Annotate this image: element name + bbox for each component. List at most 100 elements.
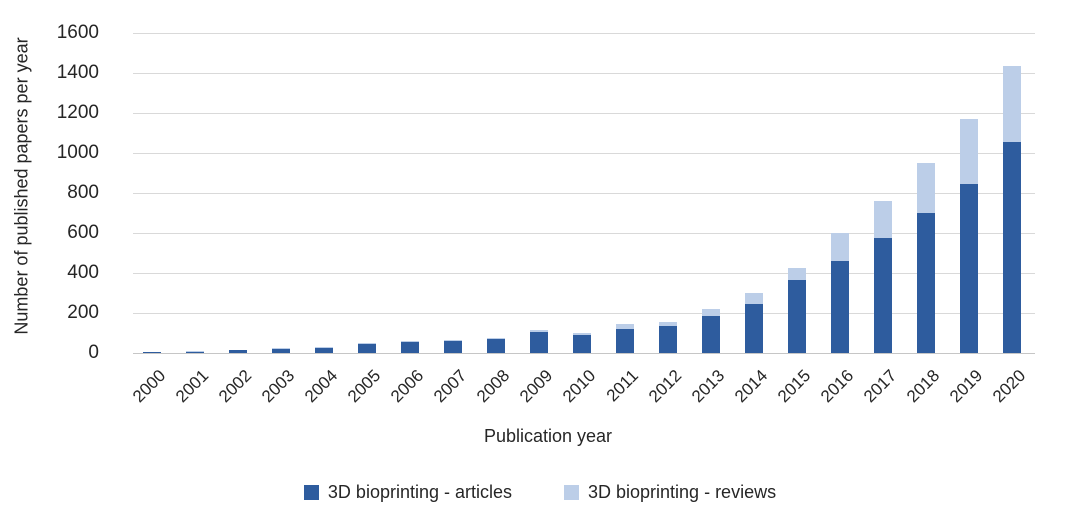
y-tick-label-600: 600 <box>67 222 99 243</box>
x-tick-label-2017: 2017 <box>860 366 901 407</box>
legend-item-reviews: 3D bioprinting - reviews <box>564 482 776 503</box>
x-tick-label-2007: 2007 <box>430 366 471 407</box>
gridline-200 <box>133 313 1035 314</box>
bar-2018-segment-reviews <box>917 163 935 213</box>
gridline-800 <box>133 193 1035 194</box>
gridline-0 <box>133 353 1035 354</box>
legend-label-articles: 3D bioprinting - articles <box>327 482 512 502</box>
x-tick-label-2000: 2000 <box>129 366 170 407</box>
x-tick-label-2011: 2011 <box>603 366 643 406</box>
plot-area <box>133 33 1035 354</box>
bar-2014-segment-articles <box>745 304 763 353</box>
bar-2009-segment-reviews <box>530 330 548 332</box>
bar-2016 <box>831 233 849 353</box>
bar-2018 <box>917 163 935 353</box>
legend: 3D bioprinting - articles 3D bioprinting… <box>0 482 1080 503</box>
gridline-400 <box>133 273 1035 274</box>
bar-2002-segment-articles <box>229 350 247 353</box>
bar-2013 <box>702 309 720 353</box>
gridline-1000 <box>133 153 1035 154</box>
x-tick-label-2010: 2010 <box>559 366 600 407</box>
bar-2013-segment-reviews <box>702 309 720 316</box>
bar-2004 <box>315 347 333 353</box>
x-tick-label-2002: 2002 <box>215 366 256 407</box>
bar-2019-segment-reviews <box>960 119 978 184</box>
bar-2017-segment-articles <box>874 238 892 353</box>
bar-2019 <box>960 119 978 353</box>
bar-2017-segment-reviews <box>874 201 892 238</box>
gridline-1400 <box>133 73 1035 74</box>
x-axis-tick-labels: 2000 2001 2002 2003 2004 2005 2006 2007 2008 2009… <box>129 358 1035 418</box>
y-axis-tick-labels: 0 200 400 600 800 1000 1200 1400 1600 <box>0 23 113 363</box>
bar-2011-segment-reviews <box>616 324 634 330</box>
x-tick-label-2015: 2015 <box>774 366 815 407</box>
bar-2020-segment-reviews <box>1003 66 1021 142</box>
bar-2015-segment-articles <box>788 280 806 353</box>
bar-2004-segment-articles <box>315 347 333 353</box>
bar-2007-segment-articles <box>444 341 462 353</box>
y-tick-label-400: 400 <box>67 262 99 283</box>
bar-2009 <box>530 330 548 353</box>
x-tick-label-2004: 2004 <box>301 366 342 407</box>
bar-2005-segment-reviews <box>358 343 376 344</box>
bar-2012-segment-reviews <box>659 322 677 326</box>
bar-2000-segment-articles <box>143 352 161 353</box>
x-tick-label-2003: 2003 <box>258 366 299 407</box>
bar-2005 <box>358 343 376 353</box>
bar-2010-segment-articles <box>573 334 591 353</box>
bar-2018-segment-articles <box>917 213 935 353</box>
x-tick-label-2012: 2012 <box>645 366 686 407</box>
y-tick-label-1400: 1400 <box>56 62 99 83</box>
y-tick-label-200: 200 <box>67 302 99 323</box>
x-tick-label-2019: 2019 <box>946 366 987 407</box>
bar-2011 <box>616 324 634 353</box>
bar-2002 <box>229 349 247 353</box>
bar-2004-segment-reviews <box>315 347 333 348</box>
x-tick-label-2018: 2018 <box>903 366 944 407</box>
x-tick-label-2020: 2020 <box>989 366 1030 407</box>
bar-2016-segment-reviews <box>831 233 849 261</box>
x-tick-label-2006: 2006 <box>387 366 428 407</box>
legend-label-reviews: 3D bioprinting - reviews <box>588 482 777 502</box>
bar-2008-segment-reviews <box>487 338 505 340</box>
bar-2006 <box>401 341 419 353</box>
x-tick-label-2016: 2016 <box>817 366 858 407</box>
bar-2001-segment-articles <box>186 351 204 353</box>
bar-2003-segment-reviews <box>272 348 290 349</box>
bar-2012 <box>659 322 677 353</box>
bar-2010 <box>573 333 591 353</box>
bar-2003-segment-articles <box>272 349 290 353</box>
legend-item-articles: 3D bioprinting - articles <box>303 482 512 503</box>
bar-2008-segment-articles <box>487 339 505 353</box>
bar-2020 <box>1003 66 1021 353</box>
y-tick-label-0: 0 <box>88 342 99 363</box>
y-tick-label-1600: 1600 <box>56 22 99 43</box>
bar-2006-segment-articles <box>401 342 419 353</box>
gridline-1600 <box>133 33 1035 34</box>
bar-2011-segment-articles <box>616 329 634 353</box>
bar-2015 <box>788 268 806 353</box>
bar-2017 <box>874 201 892 353</box>
x-tick-label-2014: 2014 <box>731 366 772 407</box>
bar-2008 <box>487 338 505 353</box>
bar-2014-segment-reviews <box>745 293 763 304</box>
bar-2016-segment-articles <box>831 261 849 353</box>
bar-2007 <box>444 340 462 353</box>
bar-2005-segment-articles <box>358 344 376 353</box>
bar-2012-segment-articles <box>659 326 677 353</box>
bar-2013-segment-articles <box>702 316 720 353</box>
bar-2003 <box>272 348 290 353</box>
y-tick-label-1200: 1200 <box>56 102 99 123</box>
bar-2010-segment-reviews <box>573 333 591 335</box>
y-tick-label-1000: 1000 <box>56 142 99 163</box>
x-axis-title: Publication year <box>483 426 613 446</box>
y-tick-label-800: 800 <box>67 182 99 203</box>
bar-2014 <box>745 293 763 353</box>
x-tick-label-2008: 2008 <box>473 366 514 407</box>
bar-2015-segment-reviews <box>788 268 806 280</box>
gridline-600 <box>133 233 1035 234</box>
bar-2020-segment-articles <box>1003 142 1021 353</box>
bar-2000 <box>143 352 161 353</box>
x-tick-label-2005: 2005 <box>344 366 385 407</box>
